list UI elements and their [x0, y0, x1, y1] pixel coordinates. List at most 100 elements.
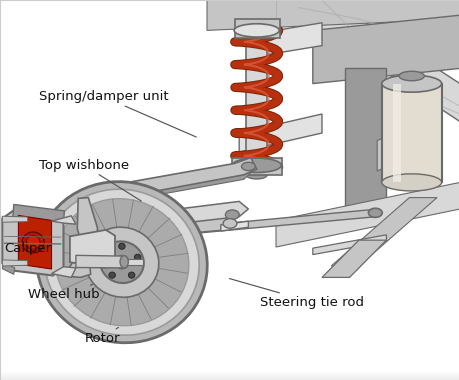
Polygon shape: [67, 201, 248, 236]
Ellipse shape: [109, 272, 115, 278]
Polygon shape: [13, 204, 64, 222]
Polygon shape: [312, 235, 386, 255]
Polygon shape: [85, 158, 256, 203]
Bar: [0, 366, 459, 376]
Polygon shape: [103, 259, 142, 265]
Bar: [0, 367, 459, 377]
Bar: [0, 366, 459, 375]
Bar: [0, 366, 459, 376]
Polygon shape: [252, 23, 321, 57]
Bar: [0, 364, 459, 374]
Bar: [0, 363, 459, 373]
Polygon shape: [18, 215, 51, 269]
Ellipse shape: [232, 158, 281, 173]
Polygon shape: [76, 255, 124, 268]
Polygon shape: [67, 217, 234, 243]
Text: Top wishbone: Top wishbone: [39, 159, 141, 201]
Bar: [0, 361, 459, 371]
Ellipse shape: [103, 254, 109, 260]
Polygon shape: [321, 240, 386, 277]
Polygon shape: [275, 182, 459, 247]
Ellipse shape: [381, 75, 441, 92]
Ellipse shape: [83, 193, 93, 202]
Bar: [0, 368, 459, 378]
Ellipse shape: [79, 190, 97, 206]
Ellipse shape: [381, 174, 441, 191]
Polygon shape: [2, 260, 28, 266]
Polygon shape: [275, 0, 459, 122]
Ellipse shape: [241, 162, 255, 171]
Bar: [0, 363, 459, 372]
Text: Wheel hub: Wheel hub: [28, 285, 99, 301]
Bar: [0, 364, 459, 373]
Bar: [0, 370, 459, 380]
Bar: [0, 369, 459, 378]
Bar: [0, 369, 459, 378]
Bar: [0, 364, 459, 374]
Polygon shape: [392, 84, 400, 182]
Polygon shape: [234, 19, 279, 38]
Bar: [0, 364, 459, 374]
Bar: [0, 370, 459, 379]
Ellipse shape: [84, 234, 98, 245]
Bar: [0, 365, 459, 375]
Bar: [0, 361, 459, 371]
Bar: [0, 368, 459, 377]
Bar: [0, 370, 459, 380]
Ellipse shape: [134, 254, 140, 260]
Bar: [0, 370, 459, 380]
Polygon shape: [2, 211, 63, 276]
Polygon shape: [376, 114, 436, 171]
Text: Spring/damper unit: Spring/damper unit: [39, 90, 196, 137]
Polygon shape: [344, 68, 386, 209]
Ellipse shape: [246, 171, 267, 179]
Bar: [0, 369, 459, 378]
Text: Steering tie rod: Steering tie rod: [229, 279, 363, 309]
Polygon shape: [246, 30, 266, 175]
Bar: [0, 367, 459, 377]
Ellipse shape: [118, 243, 125, 249]
Ellipse shape: [115, 255, 129, 269]
Ellipse shape: [120, 256, 128, 268]
Ellipse shape: [100, 241, 144, 283]
Ellipse shape: [368, 208, 381, 217]
Polygon shape: [2, 262, 15, 274]
Ellipse shape: [398, 71, 423, 81]
Text: Rotor: Rotor: [85, 327, 120, 345]
Ellipse shape: [62, 223, 80, 241]
Ellipse shape: [36, 182, 207, 343]
Polygon shape: [87, 209, 377, 243]
Polygon shape: [312, 15, 459, 84]
Polygon shape: [220, 221, 248, 231]
Bar: [0, 362, 459, 372]
Bar: [0, 363, 459, 372]
Ellipse shape: [55, 199, 188, 326]
Text: Caliper: Caliper: [5, 238, 51, 255]
Polygon shape: [70, 230, 115, 268]
Bar: [0, 369, 459, 379]
Polygon shape: [381, 84, 441, 182]
Bar: [0, 363, 459, 373]
Ellipse shape: [85, 227, 158, 297]
Bar: [0, 367, 459, 377]
Polygon shape: [2, 216, 28, 222]
Bar: [0, 368, 459, 377]
Ellipse shape: [128, 272, 134, 278]
Bar: [0, 364, 459, 373]
Polygon shape: [232, 158, 281, 175]
Bar: [0, 367, 459, 376]
Ellipse shape: [225, 210, 239, 219]
Bar: [0, 362, 459, 372]
Polygon shape: [69, 262, 90, 277]
Bar: [0, 365, 459, 375]
Ellipse shape: [234, 24, 279, 37]
Ellipse shape: [246, 26, 267, 35]
Bar: [0, 369, 459, 379]
Bar: [0, 362, 459, 371]
Ellipse shape: [45, 189, 199, 335]
Polygon shape: [77, 198, 97, 240]
Ellipse shape: [66, 227, 76, 237]
Polygon shape: [239, 114, 321, 152]
Ellipse shape: [22, 232, 44, 253]
Bar: [0, 365, 459, 374]
